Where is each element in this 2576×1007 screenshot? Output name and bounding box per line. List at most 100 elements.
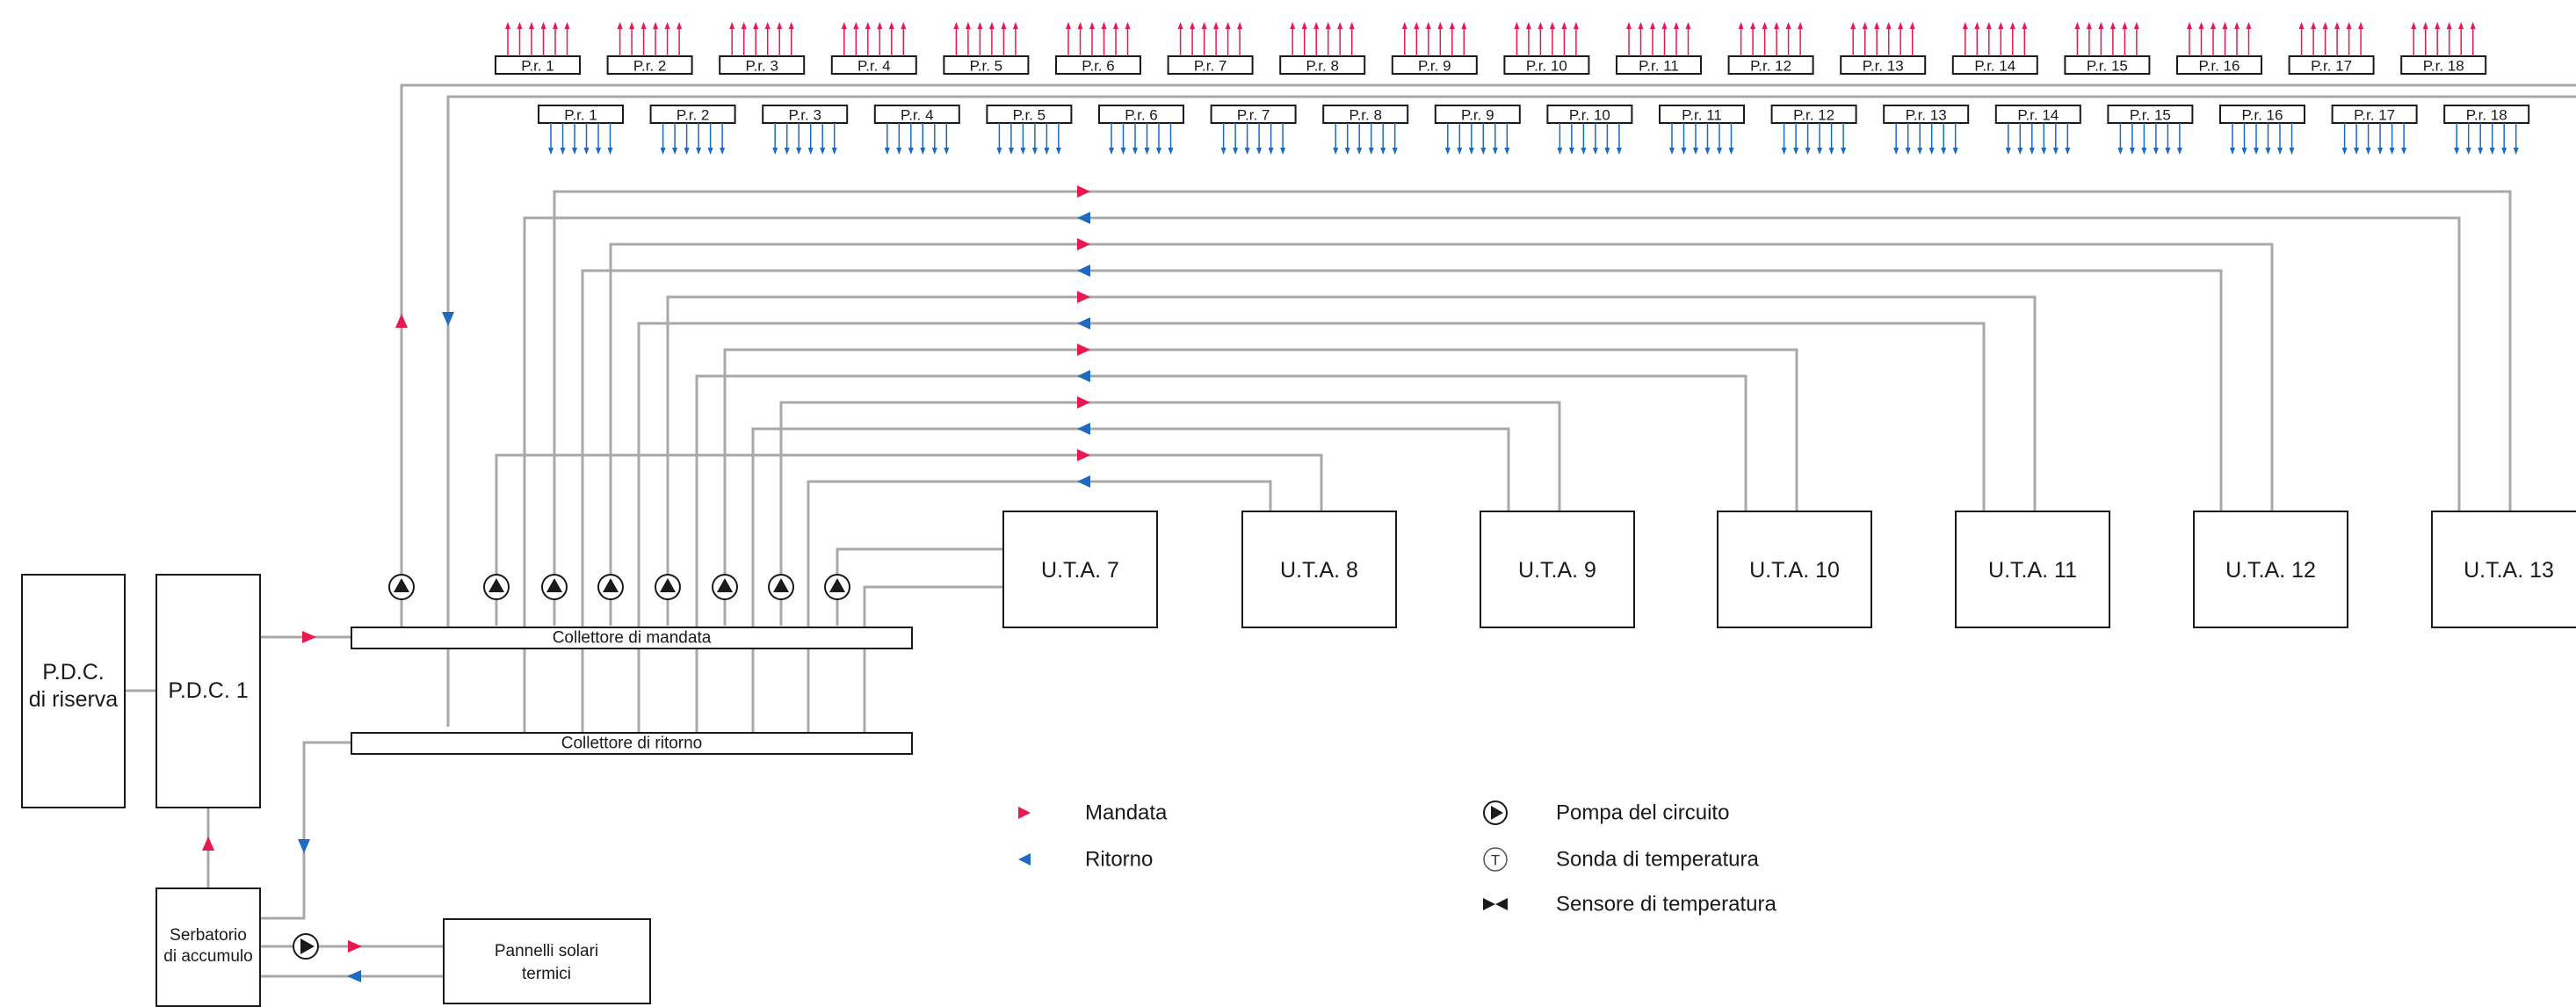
return-arrow-to-tank (298, 839, 310, 853)
pr-return-label: P.r. 6 (1125, 107, 1158, 124)
uta11-supply-loop-pipe (666, 295, 2037, 626)
supply-collector-label: Collettore di mandata (553, 629, 712, 648)
pr-return-label: P.r. 7 (1237, 107, 1270, 124)
pr-supply-label: P.r. 12 (1750, 58, 1791, 75)
storage-tank-unit: Serbatorio di accumulo (156, 887, 261, 1007)
uta-label: U.T.A. 8 (1280, 558, 1358, 583)
pr-supply-label: P.r. 6 (1082, 58, 1115, 75)
uta7-return-pipe (863, 585, 1003, 733)
pr-return-unit: P.r. 2 (649, 105, 736, 155)
pr-supply-unit: P.r. 17 (2288, 22, 2375, 75)
pump-icon (597, 574, 624, 600)
legend-pump-icon (1483, 801, 1508, 825)
pr-return-label: P.r. 17 (2354, 107, 2395, 124)
pr-supply-unit: P.r. 3 (719, 22, 806, 75)
pr-return-unit: P.r. 13 (1883, 105, 1970, 155)
uta13-supply-loop-pipe (553, 190, 2512, 626)
uta-unit: U.T.A. 7 (1002, 511, 1158, 628)
uta-units: U.T.A. 7 U.T.A. 8 U.T.A. 9 U.T.A. 10 U.T.A. … (1002, 511, 2576, 628)
pr-supply-label: P.r. 3 (745, 58, 778, 75)
uta11-supply-arrow (1077, 291, 1090, 303)
pr-return-unit: P.r. 12 (1770, 105, 1857, 155)
supply-collector: Collettore di mandata (351, 627, 913, 649)
pdc1-label: P.D.C. 1 (168, 678, 248, 703)
uta8-return-arrow (1077, 475, 1090, 488)
uta-unit: U.T.A. 9 (1480, 511, 1635, 628)
uta11-return-arrow (1077, 317, 1090, 330)
pr-supply-label: P.r. 1 (521, 58, 554, 75)
legend-supply-arrow-icon (1018, 807, 1031, 819)
return-arrow-solar (347, 970, 361, 982)
svg-text:T: T (1491, 852, 1500, 869)
uta13-supply-arrow (1077, 185, 1090, 198)
pr-supply-label: P.r. 14 (1974, 58, 2015, 75)
pump-icon (655, 574, 681, 600)
pump-icon (541, 574, 568, 600)
temperature-probe-icon: T (1483, 847, 1508, 872)
uta12-supply-loop-pipe (609, 243, 2274, 626)
uta-label: U.T.A. 13 (2464, 558, 2554, 583)
uta8-supply-loop-pipe (495, 453, 1323, 626)
pr-supply-unit: P.r. 8 (1279, 22, 1366, 75)
legend-return-arrow-icon (1018, 853, 1031, 866)
solar-panels-label-2: termici (522, 965, 571, 983)
pdc-riserva-label-1: P.D.C. (42, 660, 104, 685)
storage-tank-label-1: Serbatorio (170, 926, 247, 945)
loop-flow-arrows (1077, 185, 1090, 488)
pr-return-unit: P.r. 15 (2107, 105, 2194, 155)
legend-sonda-label: Sonda di temperatura (1556, 848, 1759, 872)
pr-supply-unit: P.r. 13 (1840, 22, 1927, 75)
uta-unit: U.T.A. 13 (2431, 511, 2576, 628)
storage-tank-label-2: di accumulo (163, 947, 252, 966)
supply-arrow-tank-to-pdc1 (202, 837, 214, 851)
pump-icon (824, 574, 850, 600)
pr-supply-unit: P.r. 16 (2176, 22, 2262, 75)
pr-return-unit: P.r. 14 (1994, 105, 2081, 155)
supply-arrow-pdc1-out (302, 631, 316, 643)
pr-return-label: P.r. 16 (2242, 107, 2283, 124)
pr-return-label: P.r. 8 (1349, 107, 1382, 124)
return-arrow-riser (442, 312, 454, 326)
pr-return-unit: P.r. 10 (1546, 105, 1633, 155)
pr-return-label: P.r. 3 (788, 107, 821, 124)
solar-panels-label-1: Pannelli solari (495, 942, 598, 960)
pr-return-unit: P.r. 1 (538, 105, 624, 155)
pump-icon (388, 574, 415, 600)
pr-return-label: P.r. 1 (564, 107, 597, 124)
pr-supply-unit: P.r. 1 (495, 22, 581, 75)
pr-return-label: P.r. 13 (1906, 107, 1947, 124)
pump-icon (483, 574, 510, 600)
legend-pompa-label: Pompa del circuito (1556, 801, 1729, 825)
pr-supply-unit: P.r. 18 (2400, 22, 2487, 75)
uta9-return-loop-pipe (751, 427, 1510, 733)
pr-supply-unit: P.r. 12 (1727, 22, 1814, 75)
circuit-pumps (388, 574, 850, 600)
uta8-return-loop-pipe (807, 480, 1272, 733)
uta9-return-arrow (1077, 423, 1090, 435)
return-collector-label: Collettore di ritorno (561, 735, 703, 753)
pr-supply-unit: P.r. 7 (1167, 22, 1254, 75)
legend: Mandata Ritorno Pompa del circuito T Son… (1018, 801, 1776, 916)
uta9-supply-loop-pipe (779, 401, 1561, 626)
uta-unit: U.T.A. 8 (1241, 511, 1397, 628)
pr-supply-label: P.r. 7 (1194, 58, 1227, 75)
pr-return-unit: P.r. 7 (1210, 105, 1297, 155)
uta12-return-loop-pipe (581, 269, 2223, 733)
uta-label: U.T.A. 12 (2225, 558, 2316, 583)
pr-supply-label: P.r. 13 (1863, 58, 1904, 75)
uta10-supply-loop-pipe (723, 348, 1798, 626)
pdc-riserva-unit: P.D.C. di riserva (21, 574, 126, 808)
legend-sensore-label: Sensore di temperatura (1556, 893, 1776, 916)
pr-return-label: P.r. 10 (1569, 107, 1610, 124)
pr-supply-unit: P.r. 14 (1951, 22, 2038, 75)
pr-supply-label: P.r. 2 (633, 58, 667, 75)
pr-supply-label: P.r. 11 (1639, 58, 1679, 75)
pr-return-unit: P.r. 3 (762, 105, 849, 155)
return-riser-pipe (446, 95, 2576, 727)
supply-riser-pipe (400, 83, 2576, 634)
pr-return-label: P.r. 5 (1013, 107, 1046, 124)
pr-return-label: P.r. 11 (1682, 107, 1722, 124)
pr-supply-label: P.r. 16 (2199, 58, 2240, 75)
pr-return-label: P.r. 14 (2017, 107, 2059, 124)
